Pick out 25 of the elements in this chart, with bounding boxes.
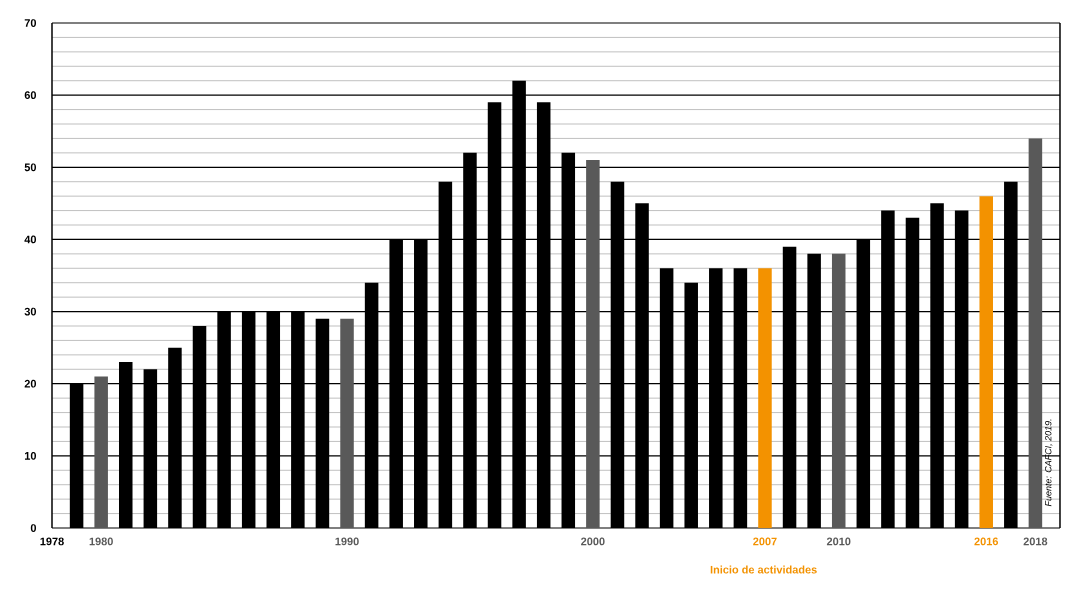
bar xyxy=(758,268,772,528)
y-tick-label: 20 xyxy=(24,379,37,388)
annotation: Fuente: CAFCI, 2019. xyxy=(1045,419,1053,507)
x-tick-label: 1980 xyxy=(89,537,113,546)
y-tick-label: 30 xyxy=(24,307,37,316)
y-tick-label: 50 xyxy=(24,163,37,172)
bar xyxy=(831,253,846,528)
x-tick-label: 2018 xyxy=(1023,537,1048,546)
text: Inicio de actividades xyxy=(710,565,817,574)
x-tick-label: 2010 xyxy=(826,537,851,546)
bar xyxy=(979,196,993,528)
bar xyxy=(1028,138,1043,528)
x-tick-label: 2007 xyxy=(753,537,777,546)
x-tick-label: 2016 xyxy=(974,537,999,546)
x-tick-label: 2000 xyxy=(581,537,605,546)
x-tick-label: 1990 xyxy=(335,537,359,546)
bar xyxy=(586,160,600,528)
y-tick-label: 40 xyxy=(24,235,37,244)
y-tick-label: 70 xyxy=(24,19,37,27)
x-tick-label: 1978 xyxy=(40,537,64,546)
y-tick-label: 60 xyxy=(24,91,37,100)
bar xyxy=(340,318,354,528)
bar xyxy=(94,376,108,528)
y-tick-label: 10 xyxy=(24,451,37,460)
y-tick-label: 0 xyxy=(30,524,37,532)
